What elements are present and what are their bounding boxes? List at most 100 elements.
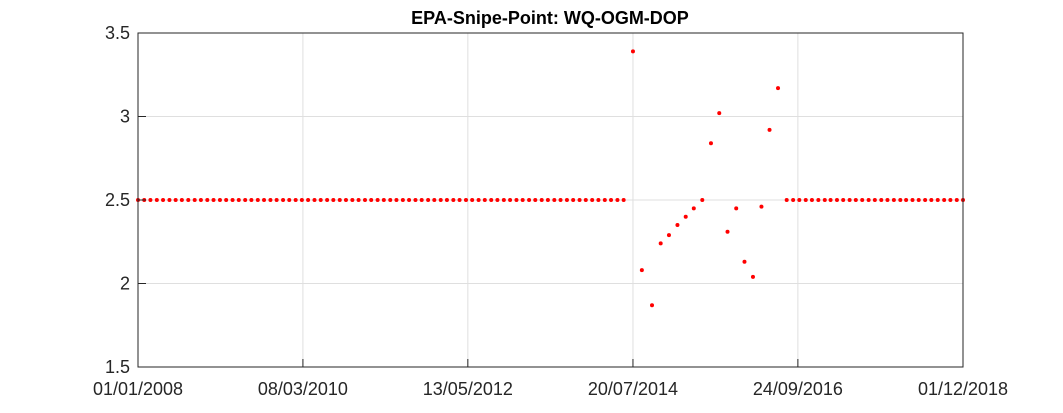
data-point: [419, 198, 424, 202]
data-point: [767, 127, 772, 132]
data-point: [717, 111, 722, 116]
data-point: [243, 198, 248, 202]
data-point: [198, 198, 203, 202]
data-point: [577, 198, 582, 202]
data-point: [375, 198, 380, 202]
data-point: [337, 198, 342, 202]
data-point: [362, 198, 367, 202]
data-point: [495, 198, 500, 202]
data-point: [879, 198, 884, 202]
data-point: [533, 198, 538, 202]
data-point: [935, 198, 940, 202]
data-point: [683, 214, 688, 219]
data-point: [167, 198, 172, 202]
data-point: [615, 198, 620, 202]
data-point: [217, 198, 222, 202]
data-point: [482, 198, 487, 202]
data-point: [923, 198, 928, 202]
data-point: [910, 198, 915, 202]
data-point: [847, 198, 852, 202]
data-point: [394, 198, 399, 202]
data-point: [331, 198, 336, 202]
data-point: [457, 198, 462, 202]
data-point: [650, 303, 654, 308]
y-tick-label: 3.5: [105, 23, 130, 43]
data-point: [508, 198, 513, 202]
data-point: [545, 198, 550, 202]
y-tick-label: 2.5: [105, 190, 130, 210]
data-point: [809, 198, 814, 202]
data-point: [154, 198, 159, 202]
data-point: [501, 198, 506, 202]
x-tick-label: 01/01/2008: [93, 379, 183, 399]
data-point: [489, 198, 494, 202]
data-point: [318, 198, 323, 202]
data-point: [885, 198, 890, 202]
data-point: [451, 198, 456, 202]
data-point: [630, 49, 635, 54]
data-point: [621, 198, 626, 202]
data-point: [312, 198, 317, 202]
data-point: [929, 198, 934, 202]
x-tick-label: 24/09/2016: [753, 379, 843, 399]
data-point: [224, 198, 229, 202]
data-point: [602, 198, 607, 202]
data-point: [262, 198, 267, 202]
data-point: [230, 198, 235, 202]
data-point: [299, 198, 304, 202]
data-point: [725, 229, 730, 234]
data-point: [860, 198, 865, 202]
data-point: [571, 198, 576, 202]
data-point: [658, 241, 663, 246]
data-point: [381, 198, 386, 202]
data-point: [255, 198, 260, 202]
data-point: [891, 198, 896, 202]
data-point: [192, 198, 197, 202]
y-axis: 1.5 2 2.5 3 3.5: [105, 23, 146, 377]
data-point: [948, 198, 953, 202]
x-tick-label: 20/07/2014: [588, 379, 678, 399]
data-point: [834, 198, 839, 202]
data-point: [179, 198, 184, 202]
data-point: [700, 198, 705, 202]
data-point: [463, 198, 468, 202]
data-point: [173, 198, 178, 202]
data-point: [281, 198, 286, 202]
data-point: [438, 198, 443, 202]
data-point: [853, 198, 858, 202]
data-point: [148, 198, 153, 202]
data-point: [776, 86, 781, 91]
data-points: [136, 49, 965, 308]
data-point: [325, 198, 330, 202]
data-point: [356, 198, 361, 202]
data-point: [816, 198, 821, 202]
data-point: [343, 198, 348, 202]
y-tick-label: 1.5: [105, 357, 130, 377]
data-point: [954, 198, 959, 202]
x-tick-label: 08/03/2010: [258, 379, 348, 399]
data-point: [691, 206, 696, 211]
data-point: [564, 198, 569, 202]
data-point: [916, 198, 921, 202]
data-point: [742, 259, 747, 264]
data-point: [476, 198, 481, 202]
data-point: [369, 198, 374, 202]
data-point: [904, 198, 909, 202]
data-point: [596, 198, 601, 202]
data-point: [666, 233, 671, 238]
data-point: [841, 198, 846, 202]
data-point: [866, 198, 871, 202]
data-point: [784, 198, 789, 202]
data-point: [236, 198, 241, 202]
data-point: [444, 198, 449, 202]
data-point: [750, 274, 755, 279]
data-point: [249, 198, 254, 202]
data-point: [287, 198, 292, 202]
data-point: [558, 198, 563, 202]
data-point: [407, 198, 412, 202]
data-point: [306, 198, 311, 202]
data-point: [803, 198, 808, 202]
data-point: [675, 223, 680, 228]
data-point: [552, 198, 557, 202]
